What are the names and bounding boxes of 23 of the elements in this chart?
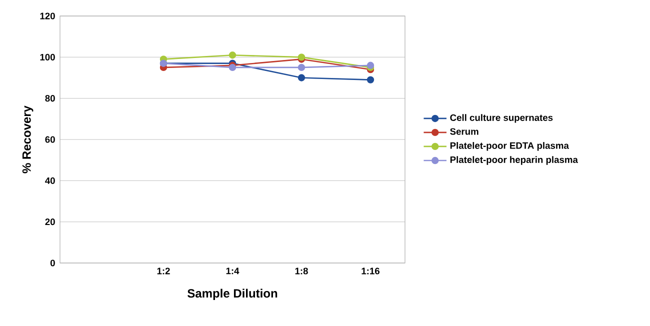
x-tick-label: 1:16: [362, 268, 380, 274]
point: [366, 62, 374, 69]
x-axis-title: Sample Dilution: [188, 288, 278, 300]
y-tick-label: 60: [45, 136, 55, 143]
y-tick-label: 80: [45, 95, 55, 102]
x-tick-label: 1:4: [226, 268, 240, 274]
legend-label: Platelet-poor heparin plasma: [450, 156, 578, 165]
y-tick-label: 40: [45, 177, 55, 184]
y-axis-title: % Recovery: [22, 106, 34, 174]
x-tick-label: 1:2: [157, 268, 170, 274]
x-tick-label: 1:8: [295, 268, 308, 274]
legend-label: Cell culture supernates: [450, 114, 553, 123]
legend-label: Platelet-poor EDTA plasma: [450, 142, 569, 151]
point: [366, 76, 374, 84]
point: [228, 52, 236, 59]
y-tick-label: 20: [45, 218, 55, 226]
point: [298, 64, 306, 72]
point: [298, 74, 306, 82]
y-tick-label: 0: [50, 260, 55, 266]
legend-label: Serum: [450, 128, 478, 135]
y-tick-label: 120: [40, 12, 55, 20]
point: [228, 64, 236, 72]
y-tick-label: 100: [40, 54, 55, 60]
